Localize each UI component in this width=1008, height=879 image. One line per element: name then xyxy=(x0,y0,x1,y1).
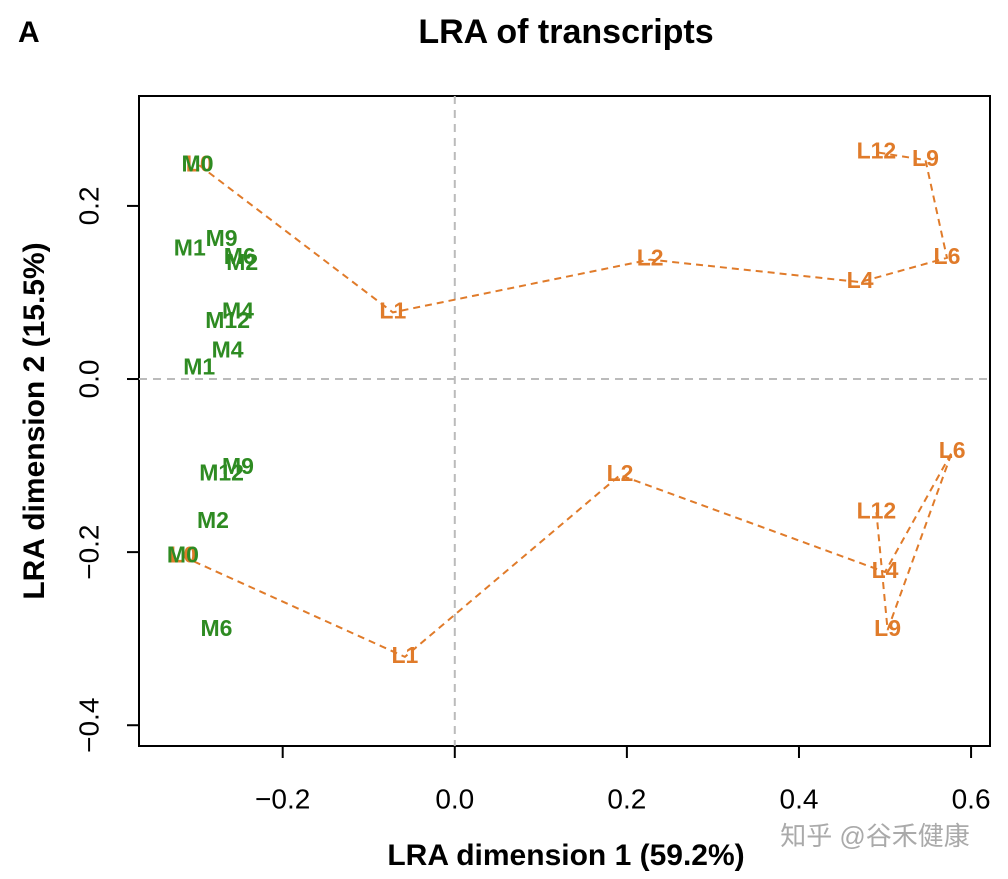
point-label: L6 xyxy=(939,437,966,463)
x-tick-label: 0.6 xyxy=(952,783,991,814)
point-label: M6 xyxy=(200,615,232,641)
point-label: M4 xyxy=(222,297,254,323)
point-label: L9 xyxy=(912,145,939,171)
y-tick-label: 0.2 xyxy=(73,186,104,225)
panel-label: A xyxy=(18,16,40,49)
point-label: M9 xyxy=(206,225,238,251)
point-label: M12 xyxy=(199,459,244,485)
x-axis-label: LRA dimension 1 (59.2%) xyxy=(387,839,744,872)
point-label: M2 xyxy=(197,507,229,533)
point-label: L2 xyxy=(637,245,664,271)
point-label: L9 xyxy=(874,615,901,641)
point-label: L12 xyxy=(857,497,897,523)
point-label: M12 xyxy=(205,307,250,333)
y-axis-label: LRA dimension 2 (15.5%) xyxy=(18,242,51,599)
point-label: M2 xyxy=(226,249,258,275)
point-label: M0 xyxy=(167,542,199,568)
y-tick-label: −0.4 xyxy=(73,698,104,753)
y-tick-label: 0.0 xyxy=(73,360,104,399)
x-tick-label: −0.2 xyxy=(255,783,310,814)
point-label: L0 xyxy=(186,150,213,176)
point-label: L2 xyxy=(607,460,634,486)
point-label: M6 xyxy=(224,243,256,269)
trajectory-line xyxy=(198,151,949,314)
point-label: L6 xyxy=(934,243,961,269)
point-label: M9 xyxy=(222,453,254,479)
point-label: L4 xyxy=(872,557,899,583)
trajectory-line xyxy=(182,451,954,659)
x-tick-label: 0.2 xyxy=(607,783,646,814)
point-label: L4 xyxy=(847,267,874,293)
point-label: M4 xyxy=(212,336,244,362)
point-label: L12 xyxy=(857,137,897,163)
watermark: 知乎 @谷禾健康 xyxy=(780,821,970,851)
point-label: L1 xyxy=(379,297,406,323)
x-tick-label: 0.0 xyxy=(435,783,474,814)
chart-title: LRA of transcripts xyxy=(418,13,713,51)
y-tick-label: −0.2 xyxy=(73,524,104,579)
point-label: M1 xyxy=(174,234,206,260)
x-tick-label: 0.4 xyxy=(780,783,819,814)
plot-frame xyxy=(138,95,991,747)
point-label: L1 xyxy=(391,642,418,668)
point-label: M1 xyxy=(183,354,215,380)
point-label: L0 xyxy=(169,542,196,568)
point-label: M0 xyxy=(182,150,214,176)
